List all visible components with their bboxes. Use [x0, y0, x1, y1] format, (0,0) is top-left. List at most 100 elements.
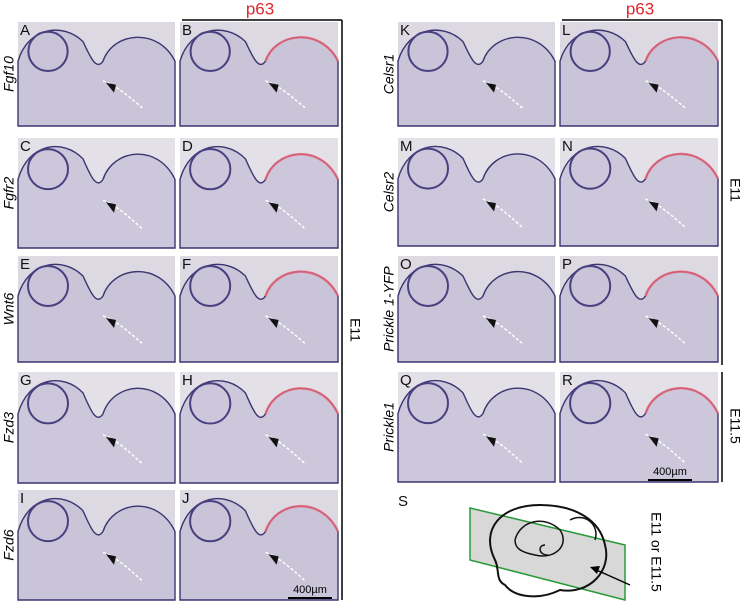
- panel-letter: L: [562, 22, 570, 39]
- gene-label: Fzd6: [1, 529, 17, 560]
- tissue-outline: [17, 145, 176, 249]
- eye: [27, 382, 69, 425]
- panel-letter: I: [20, 490, 24, 507]
- panel-letter: P: [562, 256, 572, 273]
- eye: [569, 382, 612, 425]
- eye: [569, 265, 612, 307]
- arrowhead: [268, 436, 279, 448]
- panel-letter: G: [20, 372, 32, 389]
- eye: [27, 500, 69, 543]
- placode: [102, 551, 144, 582]
- micrograph: [397, 256, 556, 363]
- eye: [407, 147, 449, 190]
- arrowhead: [106, 436, 116, 448]
- micrograph: [397, 22, 556, 127]
- tissue-outline: [17, 29, 176, 127]
- micrograph: [559, 256, 720, 363]
- eye: [27, 265, 69, 307]
- eye: [27, 148, 69, 191]
- p63-signal: [264, 36, 340, 62]
- eye: [569, 147, 612, 190]
- scale-label: 400µm: [293, 584, 327, 596]
- eye: [27, 30, 69, 73]
- panel-letter: S: [398, 493, 408, 510]
- placode: [102, 80, 144, 109]
- placode: [482, 315, 524, 345]
- gene-label: Prickle 1-YFP: [381, 266, 397, 352]
- tissue-outline: [17, 380, 176, 484]
- micrograph: [397, 372, 556, 483]
- micrograph: [17, 256, 176, 363]
- gene-label: Wnt6: [1, 292, 17, 325]
- eye: [569, 30, 611, 73]
- tissue-outline: [397, 379, 556, 483]
- p63-signal: [264, 153, 340, 181]
- placode: [102, 199, 144, 230]
- arrowhead: [486, 318, 496, 328]
- arrowhead: [268, 82, 279, 93]
- gene-label: Prickle1: [381, 402, 397, 452]
- panel-letter: B: [182, 22, 192, 39]
- panel-letter: C: [20, 138, 31, 155]
- placode: [645, 315, 687, 345]
- stage-label: E11.5: [727, 408, 740, 444]
- arrowhead: [486, 201, 496, 212]
- placode: [645, 433, 687, 464]
- arrowhead: [268, 554, 279, 565]
- arrowhead: [106, 554, 116, 565]
- panel-letter: D: [182, 138, 193, 155]
- panel-letter: Q: [400, 372, 412, 389]
- gene-label: Celsr2: [381, 172, 397, 213]
- p63-signal: [264, 270, 340, 297]
- placode: [265, 199, 307, 230]
- panel-letter: H: [182, 372, 193, 389]
- micrograph: [559, 138, 720, 247]
- gene-label: Celsr1: [381, 54, 397, 94]
- micrograph: [397, 138, 556, 247]
- eye: [189, 265, 232, 307]
- stain-label: p63: [246, 0, 274, 18]
- micrograph: [179, 372, 340, 484]
- placode: [482, 80, 524, 109]
- panel-letter: F: [182, 256, 191, 273]
- p63-signal: [264, 505, 340, 533]
- gene-label: Fgfr2: [1, 176, 17, 209]
- panel-letter: O: [400, 256, 412, 273]
- placode: [265, 80, 307, 109]
- eye: [189, 382, 232, 425]
- arrowhead: [106, 318, 116, 328]
- micrograph: [17, 372, 176, 484]
- schematic-label: E11 or E11.5: [648, 512, 664, 592]
- p63-signal: [644, 270, 720, 297]
- placode: [482, 198, 524, 229]
- stage-label: E11: [347, 318, 363, 342]
- panel-letter: R: [562, 372, 573, 389]
- arrowhead: [268, 202, 279, 213]
- eye: [189, 30, 231, 73]
- placode: [265, 315, 307, 345]
- schematic: [469, 503, 631, 601]
- micrograph: [179, 138, 340, 249]
- placode: [265, 551, 307, 582]
- tissue-outline: [397, 29, 556, 127]
- stain-label: p63: [626, 0, 654, 18]
- arrowhead: [486, 82, 496, 93]
- arrowhead: [648, 82, 659, 93]
- arrowhead: [648, 201, 659, 212]
- panel-letter: N: [562, 138, 573, 155]
- p63-signal: [644, 152, 720, 180]
- micrograph: [179, 22, 340, 127]
- panel-letter: M: [400, 138, 413, 155]
- p63-signal: [264, 387, 340, 415]
- eye: [189, 148, 232, 191]
- placode: [645, 80, 687, 109]
- micrograph: [559, 372, 720, 483]
- p63-signal: [644, 36, 720, 62]
- stage-label: E11: [727, 178, 740, 202]
- arrowhead: [648, 436, 659, 447]
- tissue-outline: [17, 497, 176, 601]
- panel-letter: K: [400, 22, 410, 39]
- placode: [645, 198, 687, 229]
- eye: [189, 500, 232, 543]
